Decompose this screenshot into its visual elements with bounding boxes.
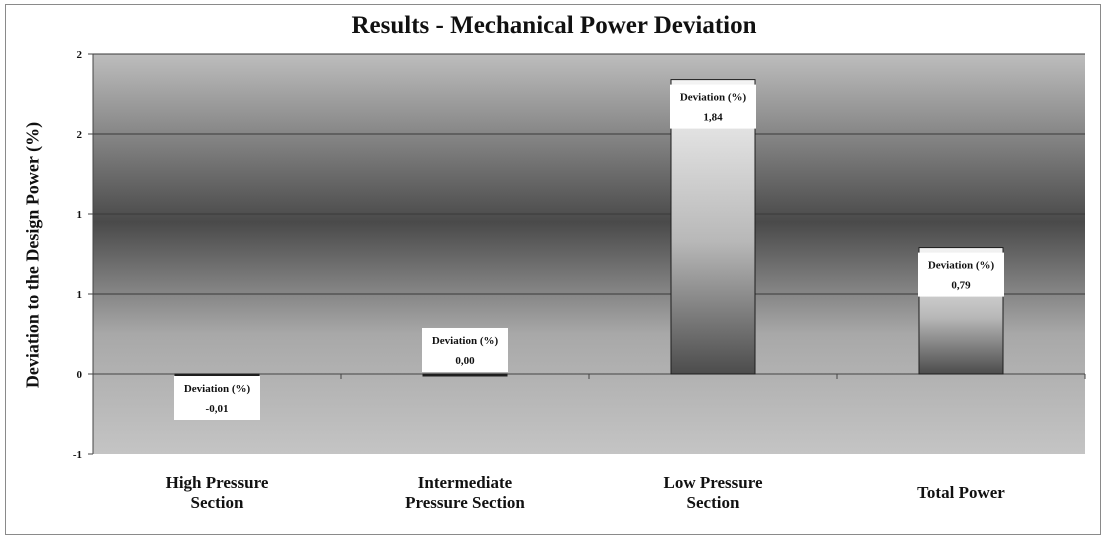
bar [174, 373, 260, 377]
data-label: Deviation (%) 0,79 [918, 252, 1004, 297]
data-label-caption: Deviation (%) [184, 383, 251, 395]
bar [670, 79, 756, 375]
chart-title: Results - Mechanical Power Deviation [351, 12, 757, 39]
data-label-box [422, 328, 508, 372]
y-tick-label: 2 [77, 49, 83, 61]
data-label: Deviation (%) -0,01 [174, 376, 260, 420]
y-tick-label: -1 [73, 449, 82, 461]
data-label-value: 0,00 [455, 355, 475, 367]
data-label-caption: Deviation (%) [432, 335, 499, 347]
data-label-value: 0,79 [951, 280, 971, 292]
data-label-box [670, 84, 756, 129]
data-label-box [174, 376, 260, 420]
data-label-caption: Deviation (%) [680, 92, 747, 104]
x-category-label: Total Power [917, 483, 1005, 502]
data-label: Deviation (%) 1,84 [670, 84, 756, 129]
data-label: Deviation (%) 0,00 [422, 328, 508, 372]
bar [422, 373, 508, 377]
y-tick-label: 0 [77, 369, 83, 381]
data-label-value: 1,84 [703, 112, 723, 124]
data-label-value: -0,01 [206, 403, 229, 415]
y-tick-label: 1 [77, 209, 83, 221]
x-category-label: Intermediate Pressure Section [405, 473, 525, 512]
y-tick-label: 2 [77, 129, 83, 141]
data-label-caption: Deviation (%) [928, 260, 995, 272]
y-tick-label: 1 [77, 289, 83, 301]
data-label-box [918, 252, 1004, 297]
x-category-label: Low Pressure Section [663, 473, 763, 512]
x-category-label: High Pressure Section [165, 473, 269, 512]
